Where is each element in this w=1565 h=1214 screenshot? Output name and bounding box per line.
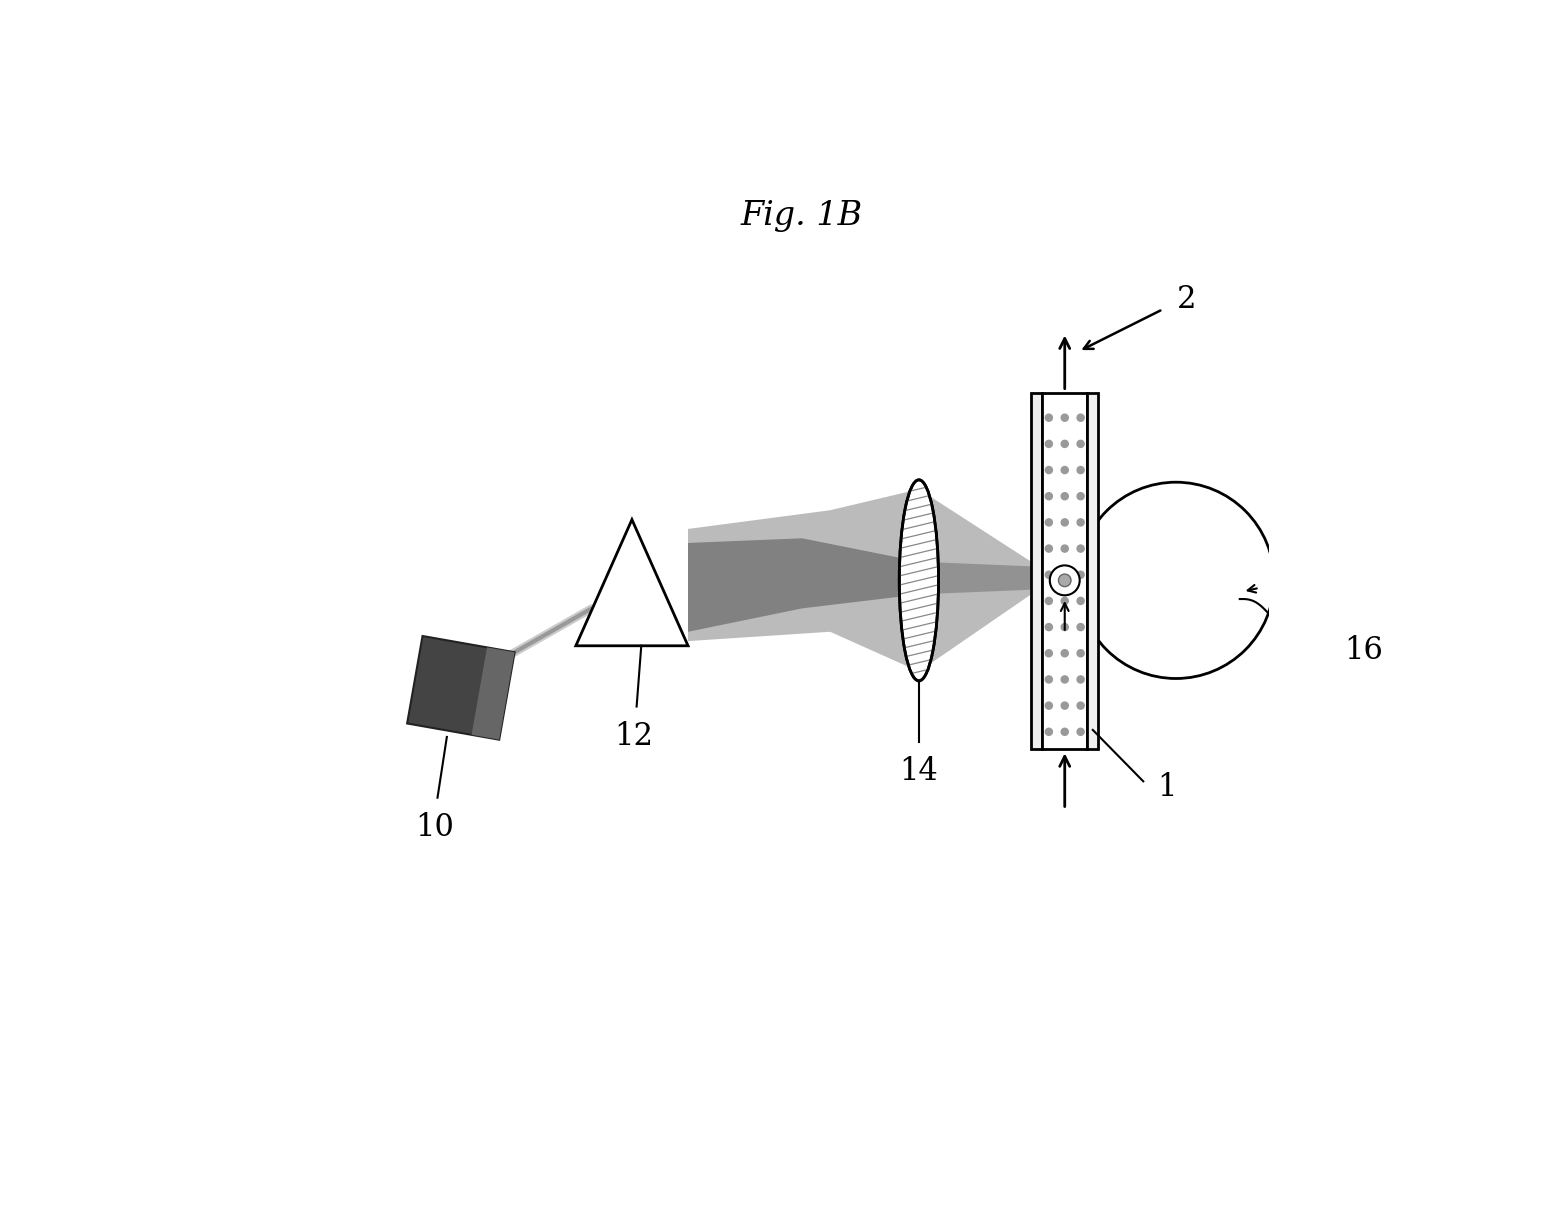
Circle shape [1077, 518, 1085, 526]
Text: 1: 1 [1157, 772, 1177, 804]
Circle shape [1077, 702, 1085, 709]
Circle shape [1045, 728, 1052, 736]
Circle shape [1077, 649, 1085, 657]
Circle shape [1061, 493, 1069, 500]
Circle shape [1077, 545, 1085, 552]
Circle shape [1077, 493, 1085, 500]
Circle shape [1050, 566, 1080, 595]
Polygon shape [919, 562, 1031, 595]
Circle shape [1045, 597, 1052, 605]
Circle shape [1061, 728, 1069, 736]
Circle shape [1045, 545, 1052, 552]
Circle shape [1045, 441, 1052, 448]
Text: 16: 16 [1344, 635, 1383, 666]
Circle shape [1061, 649, 1069, 657]
Polygon shape [576, 520, 689, 646]
Polygon shape [471, 647, 515, 739]
Circle shape [1077, 466, 1085, 473]
Ellipse shape [900, 480, 939, 681]
Circle shape [1077, 676, 1085, 683]
Circle shape [1045, 702, 1052, 709]
Polygon shape [689, 489, 919, 671]
Circle shape [1077, 414, 1085, 421]
Circle shape [1045, 518, 1052, 526]
Circle shape [1077, 441, 1085, 448]
Text: 12: 12 [615, 721, 653, 751]
Circle shape [1045, 676, 1052, 683]
Bar [1042, 393, 1088, 749]
Circle shape [1045, 572, 1052, 578]
Circle shape [1061, 414, 1069, 421]
Circle shape [1061, 676, 1069, 683]
Circle shape [1061, 441, 1069, 448]
Circle shape [1078, 482, 1274, 679]
Circle shape [1045, 649, 1052, 657]
Circle shape [1077, 597, 1085, 605]
Circle shape [1077, 624, 1085, 630]
Circle shape [1061, 597, 1069, 605]
Polygon shape [919, 489, 1031, 671]
Circle shape [1058, 574, 1070, 586]
Circle shape [1045, 466, 1052, 473]
Bar [1031, 393, 1042, 749]
Circle shape [1045, 493, 1052, 500]
Polygon shape [689, 538, 919, 631]
Circle shape [1077, 572, 1085, 578]
Circle shape [1061, 545, 1069, 552]
Circle shape [1061, 466, 1069, 473]
Text: Fig. 1B: Fig. 1B [740, 200, 864, 232]
Circle shape [1061, 702, 1069, 709]
Circle shape [1061, 518, 1069, 526]
Text: 10: 10 [415, 812, 454, 843]
Circle shape [1061, 624, 1069, 630]
Bar [1088, 393, 1099, 749]
Text: 14: 14 [900, 755, 939, 787]
Circle shape [1077, 728, 1085, 736]
Polygon shape [407, 636, 515, 739]
Text: 2: 2 [1177, 284, 1196, 316]
Circle shape [1045, 414, 1052, 421]
Circle shape [1045, 624, 1052, 630]
Circle shape [1061, 572, 1069, 578]
